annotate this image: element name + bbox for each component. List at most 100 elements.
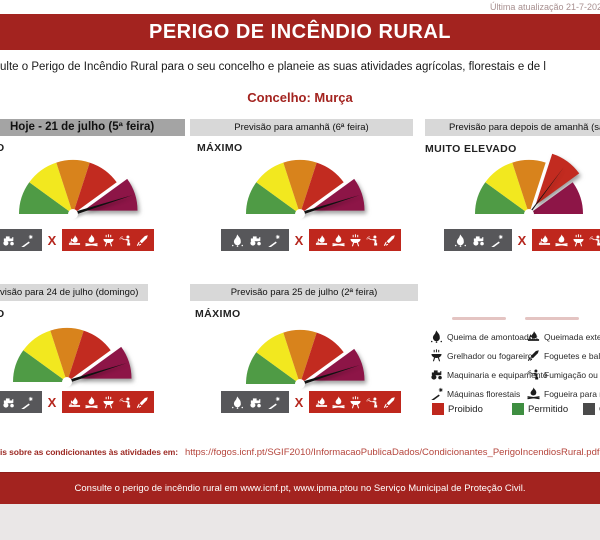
fumigation-icon	[366, 234, 379, 247]
prohibited-activities-box	[62, 229, 154, 251]
danger-gauge	[246, 159, 365, 219]
activity-restrictions: X	[444, 229, 600, 251]
intro-text: ulte o Perigo de Incêndio Rural para o s…	[0, 61, 546, 73]
fumigation-icon	[527, 368, 540, 381]
firework-rocket-icon	[527, 349, 540, 362]
panel-header-day-after: Previsão para depois de amanhã (sáb	[425, 119, 600, 136]
forestry-machine-icon	[430, 387, 443, 400]
x-mark: X	[517, 232, 527, 248]
forestry-machine-icon	[490, 234, 503, 247]
danger-gauge	[19, 159, 138, 219]
extensive-burn-icon	[68, 234, 81, 247]
tractor-icon	[430, 368, 443, 381]
barbecue-icon	[572, 234, 585, 247]
conditioned-activities-box	[444, 229, 512, 251]
legend-item: Fumigação ou de	[527, 368, 600, 381]
tractor-icon	[472, 234, 485, 247]
danger-gauge-today	[0, 142, 168, 222]
extensive-burn-icon	[538, 234, 551, 247]
danger-gauge-day-after	[454, 142, 600, 222]
pile-burning-icon	[231, 396, 244, 409]
danger-level-label: MÁXIMO	[197, 142, 243, 154]
extensive-burn-icon	[315, 234, 328, 247]
last-updated-text: Última atualização 21-7-202	[489, 2, 600, 12]
firework-rocket-icon	[136, 396, 149, 409]
gauge-needle	[300, 365, 360, 386]
pile-burning-icon	[231, 234, 244, 247]
tractor-icon	[249, 396, 262, 409]
tractor-icon	[2, 396, 15, 409]
prohibited-activities-box	[309, 391, 401, 413]
danger-level-label: MÁXIMO	[0, 308, 5, 320]
title-banner: PERIGO DE INCÊNDIO RURAL	[0, 14, 600, 50]
proibido-swatch	[432, 403, 444, 415]
prohibited-activities-box	[62, 391, 154, 413]
extensive-burn-icon	[68, 396, 81, 409]
x-mark: X	[47, 232, 57, 248]
campfire-icon	[527, 387, 540, 400]
barbecue-icon	[349, 234, 362, 247]
condicionado-swatch	[583, 403, 595, 415]
status-proibido: Proibido	[432, 403, 483, 415]
gauge-needle	[300, 195, 360, 216]
conditions-info: is sobre as condicionantes às atividades…	[0, 447, 600, 458]
fumigation-icon	[119, 234, 132, 247]
campfire-icon	[85, 234, 98, 247]
firework-rocket-icon	[136, 234, 149, 247]
campfire-icon	[555, 234, 568, 247]
legend-divider	[525, 317, 579, 320]
x-mark: X	[294, 232, 304, 248]
status-condicionado: C	[583, 403, 600, 415]
danger-gauge	[475, 153, 583, 219]
conditions-info-label: is sobre as condicionantes às atividades…	[0, 447, 178, 457]
tractor-icon	[2, 234, 15, 247]
x-mark: X	[47, 394, 57, 410]
danger-gauge	[13, 327, 132, 387]
activity-restrictions: X	[0, 391, 159, 413]
panel-header-today: Hoje - 21 de julho (5ª feira)	[0, 119, 185, 136]
conditioned-activities-box	[0, 391, 42, 413]
gauge-needle	[73, 195, 133, 216]
legend-item: Fogueira para rec	[527, 387, 600, 400]
pile-burning-icon	[454, 234, 467, 247]
barbecue-icon	[102, 396, 115, 409]
legend-divider	[452, 317, 506, 320]
forestry-machine-icon	[267, 234, 280, 247]
fumigation-icon	[589, 234, 600, 247]
footer-text: Consulte o perigo de incêndio rural em w…	[74, 483, 526, 494]
firework-rocket-icon	[383, 234, 396, 247]
danger-gauge-24-july	[0, 310, 162, 390]
legend-item: Grelhador ou fogareiro	[430, 349, 533, 362]
pile-burning-icon	[430, 330, 443, 343]
bottom-strip: ICNF	[0, 504, 600, 540]
tractor-icon	[249, 234, 262, 247]
firework-rocket-icon	[383, 396, 396, 409]
legend-item: Queimada extens	[527, 330, 600, 343]
barbecue-icon	[430, 349, 443, 362]
prohibited-activities-box	[532, 229, 600, 251]
legend-item: Maquinaria e equipamento	[430, 368, 548, 381]
page-title: PERIGO DE INCÊNDIO RURAL	[148, 21, 452, 43]
panel-header-24-july: visão para 24 de julho (domingo)	[0, 284, 148, 301]
forestry-machine-icon	[267, 396, 280, 409]
danger-gauge-25-july	[225, 312, 395, 392]
status-permitido: Permitido	[512, 403, 568, 415]
conditioned-activities-box	[221, 391, 289, 413]
legend-item: Máquinas florestais	[430, 387, 520, 400]
danger-gauge	[246, 329, 365, 389]
conditions-pdf-link[interactable]: https://fogos.icnf.pt/SGIF2010/Informaca…	[184, 447, 600, 458]
danger-level-label: MÁXIMO	[195, 308, 241, 320]
prohibited-activities-box	[309, 229, 401, 251]
conditioned-activities-box	[0, 229, 42, 251]
permitido-swatch	[512, 403, 524, 415]
activity-restrictions: X	[0, 229, 159, 251]
x-mark: X	[294, 394, 304, 410]
campfire-icon	[332, 234, 345, 247]
forestry-machine-icon	[20, 234, 33, 247]
danger-gauge-tomorrow	[225, 142, 395, 222]
fumigation-icon	[366, 396, 379, 409]
footer-banner: Consulte o perigo de incêndio rural em w…	[0, 472, 600, 504]
panel-header-25-july: Previsão para 25 de julho (2ª feira)	[190, 284, 418, 301]
barbecue-icon	[349, 396, 362, 409]
